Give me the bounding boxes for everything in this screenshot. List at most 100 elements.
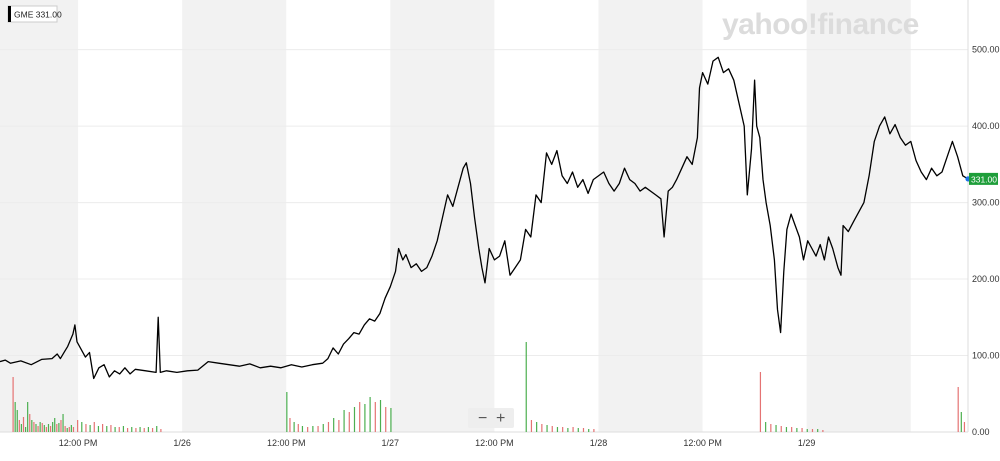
volume-bar [811, 429, 814, 432]
volume-bar [307, 427, 309, 432]
volume-bar [139, 427, 141, 432]
session-band [806, 0, 911, 432]
volume-bar [135, 428, 137, 432]
x-tick-label: 12:00 PM [267, 438, 306, 448]
volume-bar [62, 414, 64, 432]
volume-bar [297, 424, 299, 432]
volume-bar [390, 408, 392, 432]
volume-bar [27, 402, 29, 432]
y-tick-label: 100.00 [972, 351, 1000, 361]
volume-bar [369, 397, 371, 432]
volume-bar [66, 428, 68, 432]
price-line [0, 56, 969, 380]
volume-bar [957, 387, 959, 432]
volume-bar [147, 427, 150, 432]
volume-bar [785, 427, 788, 432]
y-tick-label: 300.00 [972, 198, 1000, 208]
volume-bar [64, 426, 66, 432]
volume-bar [289, 418, 291, 432]
session-band [598, 0, 703, 432]
zoom-in-button[interactable]: + [496, 410, 505, 427]
volume-bar [47, 424, 50, 432]
volume-bar [58, 423, 60, 432]
volume-bar [70, 425, 72, 432]
zoom-out-button[interactable]: − [478, 410, 487, 427]
volume-bar [52, 422, 54, 432]
yahoo-finance-watermark: yahoo!finance [722, 8, 919, 41]
volume-bar [60, 420, 62, 432]
volume-bar [530, 420, 533, 432]
volume-bar [541, 424, 543, 432]
volume-bar [963, 422, 966, 432]
volume-bar [343, 410, 345, 432]
y-axis: 0.00 100.00 200.00 300.00 400.00 500.00 [972, 45, 1000, 437]
volume-bar [577, 428, 579, 432]
y-tick-label: 0.00 [972, 427, 990, 437]
volume-bar [22, 417, 25, 432]
x-tick-label: 1/26 [173, 438, 191, 448]
volume-bar [72, 427, 75, 432]
volume-bar [780, 426, 782, 432]
volume-bar [374, 402, 376, 432]
x-tick-label: 1/29 [798, 438, 816, 448]
volume-bar [562, 427, 564, 432]
last-price-label: 331.00 [971, 174, 997, 184]
volume-bar [12, 377, 14, 432]
volume-bar [114, 427, 116, 432]
volume-bar [588, 429, 590, 432]
volume-bar [567, 428, 569, 432]
volume-bar [97, 426, 100, 432]
volume-bar [20, 424, 23, 432]
volume-bar [312, 426, 314, 432]
volume-bar [43, 425, 45, 432]
volume-bar [333, 418, 335, 432]
zoom-controls: − + [468, 408, 514, 428]
volume-bar [143, 428, 145, 432]
volume-bar [93, 422, 95, 432]
volume-bar [556, 427, 559, 432]
volume-bar [56, 424, 58, 432]
volume-bar [801, 428, 803, 432]
volume-bar [16, 410, 18, 432]
y-tick-label: 500.00 [972, 45, 1000, 55]
volume-bar [385, 407, 387, 432]
volume-bar [317, 426, 319, 432]
volume-bar [29, 414, 31, 432]
volume-bar [37, 426, 39, 432]
x-axis: 12:00 PM 1/26 12:00 PM 1/27 12:00 PM 1/28 12:0… [59, 438, 816, 448]
volume-bar [791, 427, 793, 432]
volume-bar [359, 402, 361, 432]
volume-bar [156, 426, 158, 432]
y-tick-label: 200.00 [972, 274, 1000, 284]
volume-bar [68, 427, 70, 432]
volume-bar [122, 426, 125, 432]
x-tick-label: 1/28 [590, 438, 608, 448]
x-tick-label: 12:00 PM [683, 438, 722, 448]
volume-bar [131, 427, 133, 432]
volume-bar [353, 407, 356, 432]
x-tick-label: 12:00 PM [59, 438, 98, 448]
session-band [0, 0, 79, 432]
volume-bar [379, 400, 382, 432]
volume-bar [551, 426, 553, 432]
volume-bar [293, 422, 295, 432]
volume-bar [806, 429, 808, 432]
volume-bar [45, 427, 47, 432]
volume-bar [110, 425, 112, 432]
volume-bar [286, 392, 288, 432]
volume-bar [81, 422, 83, 432]
volume-bar [24, 427, 27, 432]
volume-bar [572, 427, 574, 432]
volume-bar [348, 412, 350, 432]
volume-bar [546, 425, 548, 432]
volume-bar [796, 428, 798, 432]
last-price-badge: 331.00 [969, 172, 998, 185]
volume-bar [49, 426, 52, 432]
volume-bar [85, 424, 87, 432]
volume-bar [765, 422, 767, 432]
volume-bar [322, 424, 324, 432]
x-tick-label: 1/27 [382, 438, 400, 448]
ticker-label: GME 331.00 [14, 10, 62, 20]
